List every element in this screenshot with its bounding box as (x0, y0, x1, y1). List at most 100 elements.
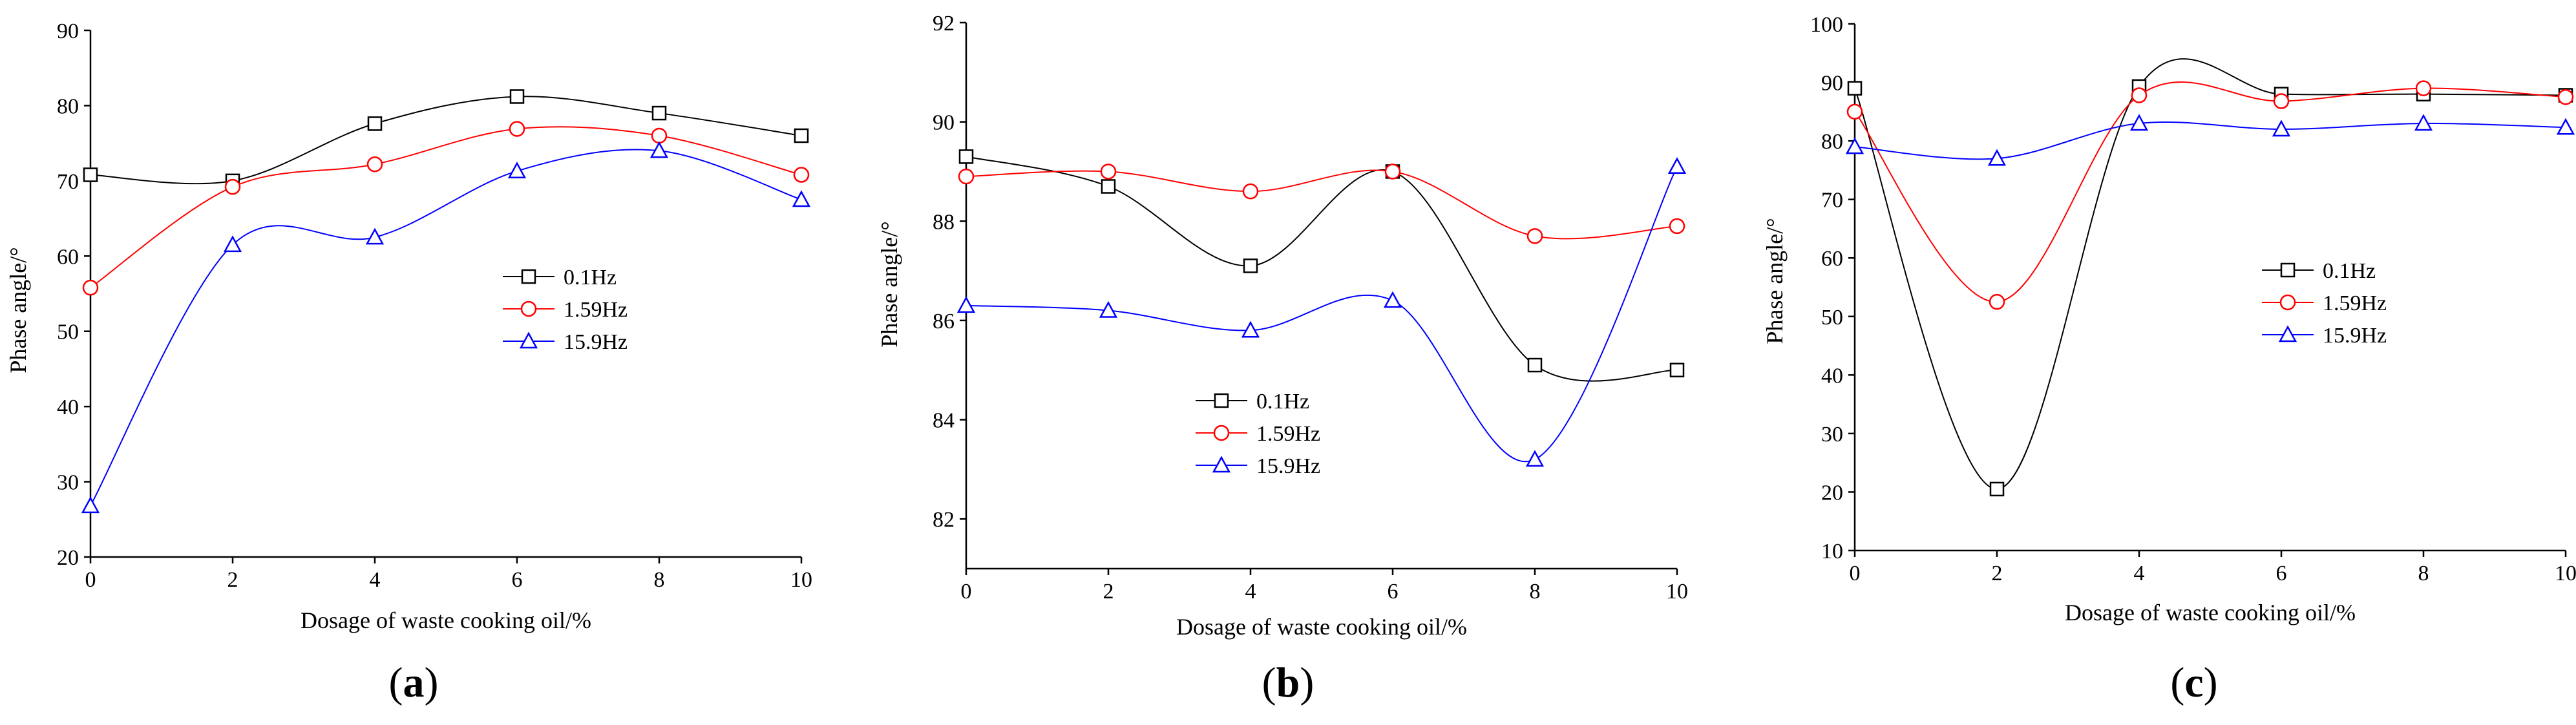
panel-a-point-0-1hz (794, 128, 809, 143)
panel-b-y-tick-label: 84 (933, 409, 955, 433)
panel-c-y-tick-label: 40 (1821, 364, 1843, 388)
panel-a-x-tick-label: 8 (654, 568, 665, 592)
panel-b-point-1-59hz (1669, 218, 1685, 235)
panel-b-point-0-1hz (1243, 258, 1258, 273)
panel-b-legend-marker-15-9hz (1212, 456, 1231, 473)
panel-a-y-tick-label: 90 (57, 19, 79, 43)
panel-a-point-15-9hz (507, 162, 527, 178)
panel-b-point-0-1hz (1101, 179, 1116, 194)
panel-a-point-15-9hz (649, 141, 669, 158)
panel-b-legend: 0.1Hz 1.59Hz 15.9Hz (1196, 390, 1320, 478)
panel-b-point-1-59hz (1526, 228, 1543, 244)
panel-c-y-tick-label: 100 (1810, 13, 1843, 37)
panel-b-x-tick-label: 6 (1388, 580, 1399, 604)
panel-a-point-1-59hz (224, 178, 241, 195)
panel-c-point-1-59hz (1846, 103, 1863, 120)
panel-a-xlabel: Dosage of waste cooking oil/% (301, 607, 591, 633)
panel-a-legend-marker-1-59hz (520, 300, 537, 317)
panel-c-x-tick-label: 2 (1992, 562, 2003, 585)
panel-c-y-tick-label: 80 (1821, 130, 1843, 154)
panel-a-x-tick-label: 0 (85, 568, 96, 592)
panel-c-series-line-15-9hz (1854, 121, 2566, 160)
panel-a-x-tick-label: 10 (790, 568, 812, 592)
panel-a-point-1-59hz (82, 279, 99, 296)
panel-c-point-0-1hz (1989, 481, 2005, 497)
panel-a-series-line-1-59hz (90, 126, 802, 289)
panel-c-x-tick-label: 0 (1850, 562, 1861, 585)
panel-b-point-15-9hz (1383, 291, 1402, 308)
panel-b-x-tick-label: 0 (961, 580, 972, 604)
panel-b-ylabel: Phase angle/° (876, 221, 902, 347)
panel-c-ylabel: Phase angle/° (1762, 218, 1788, 344)
panel-a-point-1-59hz (651, 127, 668, 144)
panel-c-legend-label-0-1hz: 0.1Hz (2323, 259, 2376, 283)
panel-a-point-0-1hz (651, 105, 667, 121)
panel-c-x-tick-label: 4 (2134, 562, 2145, 585)
panel-b-point-15-9hz (1525, 450, 1545, 467)
panel-c: Phase angle/° Dosage of waste cooking oi… (1762, 13, 2576, 706)
panel-b-legend-marker-0-1hz (1214, 393, 1229, 408)
panel-a-legend-label-0-1hz: 0.1Hz (564, 266, 617, 289)
panel-c-x-tick-label: 6 (2276, 562, 2287, 585)
panel-a-point-0-1hz (509, 89, 525, 104)
panel-c-legend-marker-15-9hz (2278, 325, 2297, 342)
panel-b-point-15-9hz (1241, 320, 1260, 338)
panel-b-series-line-1-59hz (966, 169, 1678, 240)
panel-c-x-tick-label: 10 (2555, 562, 2576, 585)
panel-c-axes (1853, 24, 2566, 552)
panel-a-y-tick-label: 30 (57, 471, 79, 495)
panel-b-point-1-59hz (1384, 163, 1401, 180)
panel-a-point-15-9hz (365, 227, 385, 245)
panel-c-point-1-59hz (2415, 80, 2432, 96)
panel-b-point-1-59hz (958, 168, 975, 185)
panel-b-point-15-9hz (956, 296, 976, 313)
panel-c-y-tick-label: 60 (1821, 247, 1843, 271)
panel-b-point-0-1hz (1527, 357, 1543, 373)
panel-a-legend-marker-0-1hz (521, 269, 536, 284)
panel-a-x-tick-label: 4 (370, 568, 381, 592)
panel-b: Phase angle/° Dosage of waste cooking oi… (876, 12, 1688, 706)
panel-c-point-1-59hz (1989, 293, 2005, 310)
panel-c-point-1-59hz (2557, 89, 2574, 105)
panel-b-series-line-0-1hz (966, 156, 1678, 382)
panel-a-point-15-9hz (81, 496, 100, 514)
panel-a: Phase angle/° Dosage of waste cooking oi… (5, 19, 812, 706)
panel-a-point-1-59hz (793, 167, 810, 183)
panel-a-legend-label-1-59hz: 1.59Hz (564, 298, 628, 322)
panel-a-x-tick-label: 2 (227, 568, 238, 592)
panel-c-y-tick-label: 30 (1821, 423, 1843, 447)
panel-c-point-15-9hz (2129, 114, 2149, 131)
panel-c-y-tick-label: 70 (1821, 189, 1843, 213)
panel-a-point-1-59hz (509, 121, 525, 137)
panel-a-series-line-0-1hz (90, 96, 802, 185)
panel-b-y-tick-label: 90 (933, 111, 955, 135)
panel-a-x-tick-label: 6 (512, 568, 523, 592)
panel-c-point-1-59hz (2273, 93, 2290, 109)
panel-c-y-tick-label: 90 (1821, 72, 1843, 96)
panel-b-x-tick-label: 4 (1245, 580, 1256, 604)
panel-a-ylabel: Phase angle/° (5, 247, 31, 373)
panel-a-point-0-1hz (83, 167, 98, 182)
panel-c-point-15-9hz (2414, 114, 2433, 131)
panel-c-series-line-1-59hz (1854, 81, 2566, 303)
panel-c-legend-marker-0-1hz (2280, 262, 2296, 278)
panel-a-y-tick-label: 20 (57, 546, 79, 570)
panel-b-y-tick-label: 86 (933, 310, 955, 333)
panel-c-y-tick-label: 50 (1821, 306, 1843, 330)
panel-a-legend: 0.1Hz 1.59Hz 15.9Hz (503, 266, 628, 354)
panel-b-point-1-59hz (1100, 163, 1117, 180)
panel-c-xlabel: Dosage of waste cooking oil/% (2065, 600, 2356, 625)
panel-c-legend-label-1-59hz: 1.59Hz (2323, 291, 2387, 315)
panel-b-legend-label-0-1hz: 0.1Hz (1256, 390, 1309, 414)
panel-b-point-15-9hz (1667, 157, 1687, 174)
panel-c-legend-marker-1-59hz (2279, 294, 2296, 311)
panel-a-y-tick-label: 50 (57, 320, 79, 344)
panel-b-point-0-1hz (958, 149, 974, 164)
panel-a-y-tick-label: 70 (57, 170, 79, 194)
panel-a-y-tick-label: 40 (57, 395, 79, 419)
panel-a-legend-marker-15-9hz (519, 331, 538, 349)
panel-a-point-15-9hz (223, 235, 242, 253)
panel-b-legend-label-15-9hz: 15.9Hz (1256, 454, 1320, 478)
panel-b-label: (b) (1262, 659, 1314, 706)
